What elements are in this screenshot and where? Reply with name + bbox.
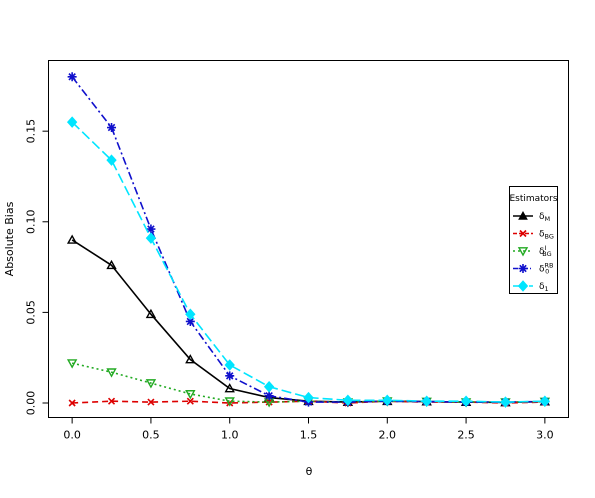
data-point <box>500 396 511 408</box>
legend-label: δBG <box>539 230 554 241</box>
legend: Estimators δM δBG δI BG δRB 0 δ1 <box>509 186 558 294</box>
data-point <box>145 232 157 244</box>
x-tick-label: 3.0 <box>536 429 554 442</box>
data-point <box>303 391 314 404</box>
data-point <box>460 395 472 407</box>
plot-frame <box>48 60 569 418</box>
legend-box <box>509 186 558 294</box>
legend-marker <box>517 247 529 257</box>
data-point <box>263 380 275 393</box>
x-tick-label: 0.5 <box>142 429 160 442</box>
data-point <box>106 368 117 378</box>
legend-label: δ1 <box>539 282 549 293</box>
data-point <box>106 259 117 270</box>
y-axis-label: Absolute Bias <box>3 201 16 276</box>
data-point <box>107 397 116 405</box>
data-point <box>342 394 354 407</box>
data-point <box>66 116 78 128</box>
series-line <box>71 239 545 404</box>
data-point <box>224 383 235 393</box>
data-point <box>185 316 195 326</box>
data-point <box>145 379 157 389</box>
data-point <box>147 398 155 406</box>
data-point <box>185 308 196 320</box>
legend-item: δM <box>513 210 550 223</box>
legend-title: Estimators <box>509 194 557 204</box>
series-layer <box>66 72 551 408</box>
y-tick-label: 0.15 <box>25 119 38 144</box>
data-point <box>186 397 194 405</box>
data-point <box>68 399 76 407</box>
legend-label: δRB 0 <box>539 262 554 276</box>
data-point <box>382 394 393 407</box>
x-tick-label: 1.5 <box>300 429 318 442</box>
legend-marker <box>518 210 528 220</box>
series-line <box>71 121 545 403</box>
legend-marker <box>518 264 528 273</box>
legend-marker <box>517 280 529 292</box>
y-tick-label: 0.00 <box>25 391 38 416</box>
data-point <box>66 234 78 244</box>
data-point <box>185 354 196 364</box>
legend-items: δM δBG δI BG δRB 0 δ1 <box>513 210 554 293</box>
x-axis-label: θ <box>306 465 313 478</box>
legend-label: δI BG <box>539 244 552 258</box>
series-line <box>71 76 545 403</box>
series-5 <box>66 116 551 408</box>
x-tick-label: 2.5 <box>457 429 475 442</box>
data-point <box>264 391 274 401</box>
data-point <box>421 395 432 407</box>
data-point <box>146 224 156 234</box>
series-4 <box>67 72 550 407</box>
y-axis: 0.00 0.05 0.10 0.15 <box>25 119 49 415</box>
legend-item: δI BG <box>513 244 552 258</box>
data-point <box>539 395 551 407</box>
data-point <box>225 371 235 381</box>
x-tick-label: 1.0 <box>221 429 239 442</box>
data-point <box>185 390 196 400</box>
x-tick-label: 2.0 <box>379 429 397 442</box>
data-point <box>224 359 235 371</box>
legend-label: δM <box>539 212 550 223</box>
data-point <box>145 308 157 319</box>
data-point <box>66 359 78 369</box>
data-point <box>67 72 77 82</box>
legend-item: δ1 <box>513 280 549 293</box>
x-tick-label: 0.0 <box>63 429 81 442</box>
legend-item: δBG <box>513 230 554 241</box>
y-tick-label: 0.05 <box>25 300 38 325</box>
legend-item: δRB 0 <box>513 262 554 276</box>
legend-marker <box>519 229 527 238</box>
x-axis: 0.0 0.5 1.0 1.5 2.0 2.5 3.0 <box>63 417 554 442</box>
data-point <box>106 154 117 166</box>
y-tick-label: 0.10 <box>25 210 38 235</box>
data-point <box>107 123 117 133</box>
data-point <box>224 397 235 407</box>
